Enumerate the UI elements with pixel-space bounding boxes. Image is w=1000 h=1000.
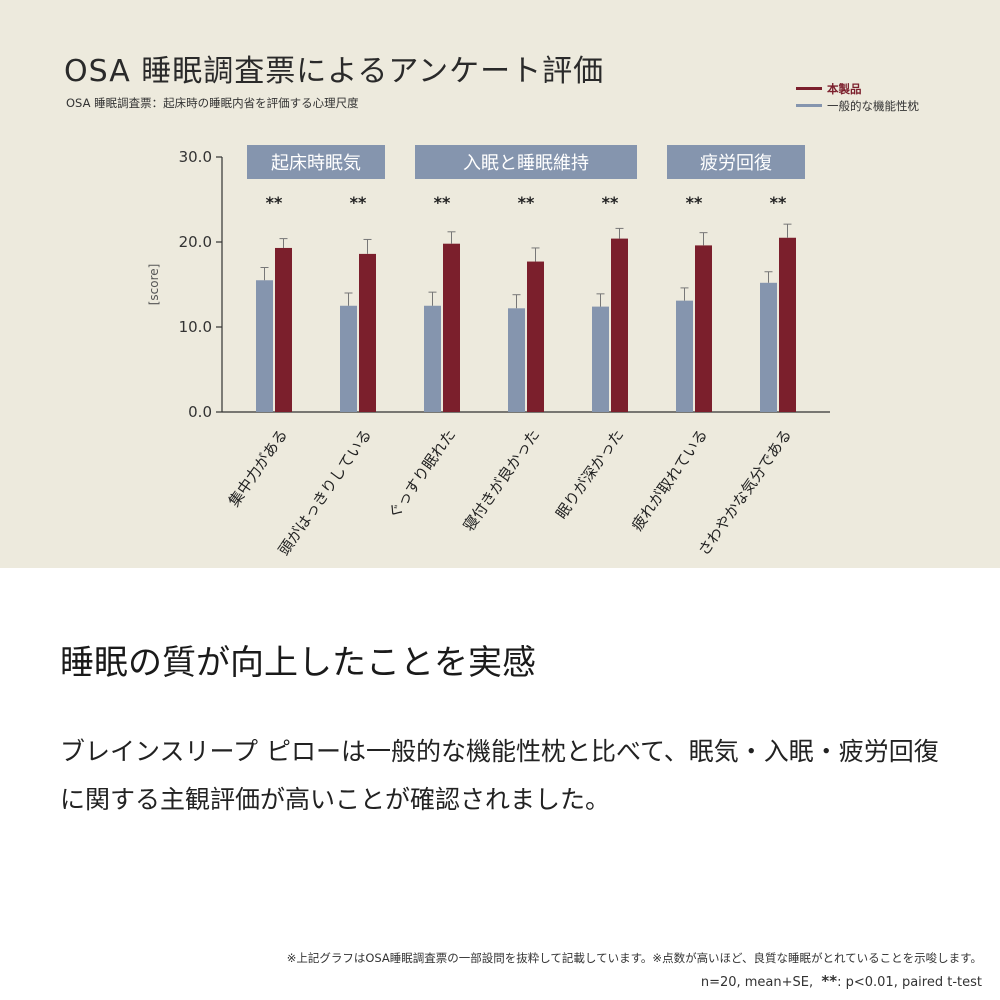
x-category-label: 集中力がある xyxy=(225,426,291,510)
bar-general xyxy=(508,308,525,412)
significance-mark: ** xyxy=(518,193,535,212)
chart-title: OSA 睡眠調査票によるアンケート評価 xyxy=(64,54,605,89)
bar-general xyxy=(340,305,357,412)
significance-mark: ** xyxy=(434,193,451,212)
bar-chart: 0.0 10.0 20.0 30.0 [score] ** 集中力がある ** 頭がはっきりして… xyxy=(147,145,830,559)
legend-swatch-general xyxy=(796,104,822,107)
bar-general xyxy=(424,305,441,412)
bar-product xyxy=(611,238,628,412)
chart-panel xyxy=(0,0,1000,568)
group-label: 入眠と睡眠維持 xyxy=(463,153,589,174)
chart-legend: 本製品 一般的な機能性枕 xyxy=(796,80,919,114)
bar-general xyxy=(760,282,777,412)
group-label-box xyxy=(247,145,385,179)
bar-general xyxy=(592,306,609,412)
chart-subtitle: OSA 睡眠調査票：起床時の睡眠内省を評価する心理尺度 xyxy=(66,96,359,110)
legend-label-general: 一般的な機能性枕 xyxy=(827,98,919,113)
y-tick-label: 0.0 xyxy=(188,403,212,421)
y-tick-label: 10.0 xyxy=(179,318,212,336)
significance-mark: ** xyxy=(686,193,703,212)
group-label: 起床時眠気 xyxy=(271,153,361,174)
significance-mark: ** xyxy=(266,193,283,212)
x-category-label: 頭がはっきりしている xyxy=(275,426,376,559)
bar-product xyxy=(779,237,796,412)
group-label: 疲労回復 xyxy=(700,153,772,174)
bar-general xyxy=(676,300,693,412)
group-label-box xyxy=(415,145,637,179)
footnote: ※上記グラフはOSA睡眠調査票の一部設問を抜粋して記載しています。※点数が高いほ… xyxy=(286,951,982,965)
bar-product xyxy=(359,253,376,412)
bar-product xyxy=(527,261,544,412)
body-text: ブレインスリープ ピローは一般的な機能性枕と比べて、眠気・入眠・疲労回復に関する… xyxy=(60,737,939,814)
legend-label-product: 本製品 xyxy=(827,81,862,96)
y-axis-label: [score] xyxy=(147,264,161,306)
legend-item-product: 本製品 xyxy=(796,80,919,97)
group-label-box xyxy=(667,145,805,179)
x-category-label: さわやかな気分である xyxy=(695,426,796,559)
bar-product xyxy=(443,243,460,412)
y-tick-label: 20.0 xyxy=(179,233,212,251)
x-category-label: 疲れが取れている xyxy=(628,426,711,534)
footnote-stats: n=20, mean+SE, **: p<0.01, paired t-test xyxy=(701,972,982,990)
bar-product xyxy=(695,245,712,412)
footnote-stars: ** xyxy=(821,972,838,990)
significance-mark: ** xyxy=(602,193,619,212)
headline: 睡眠の質が向上したことを実感 xyxy=(60,643,536,683)
bar-general xyxy=(256,280,273,412)
footnote-stats-prefix: n=20, mean+SE, xyxy=(700,975,814,990)
legend-item-general: 一般的な機能性枕 xyxy=(796,97,919,114)
x-category-label: ぐっすり眠れた xyxy=(384,426,459,522)
significance-mark: ** xyxy=(770,193,787,212)
bar-product xyxy=(275,247,292,412)
y-tick-label: 30.0 xyxy=(179,148,212,166)
significance-mark: ** xyxy=(350,193,367,212)
x-category-label: 眠りが深かった xyxy=(552,426,627,522)
x-category-label: 寝付きが良かった xyxy=(460,426,544,535)
legend-swatch-product xyxy=(796,87,822,90)
footnote-stats-suffix: : p<0.01, paired t-test xyxy=(837,975,982,990)
